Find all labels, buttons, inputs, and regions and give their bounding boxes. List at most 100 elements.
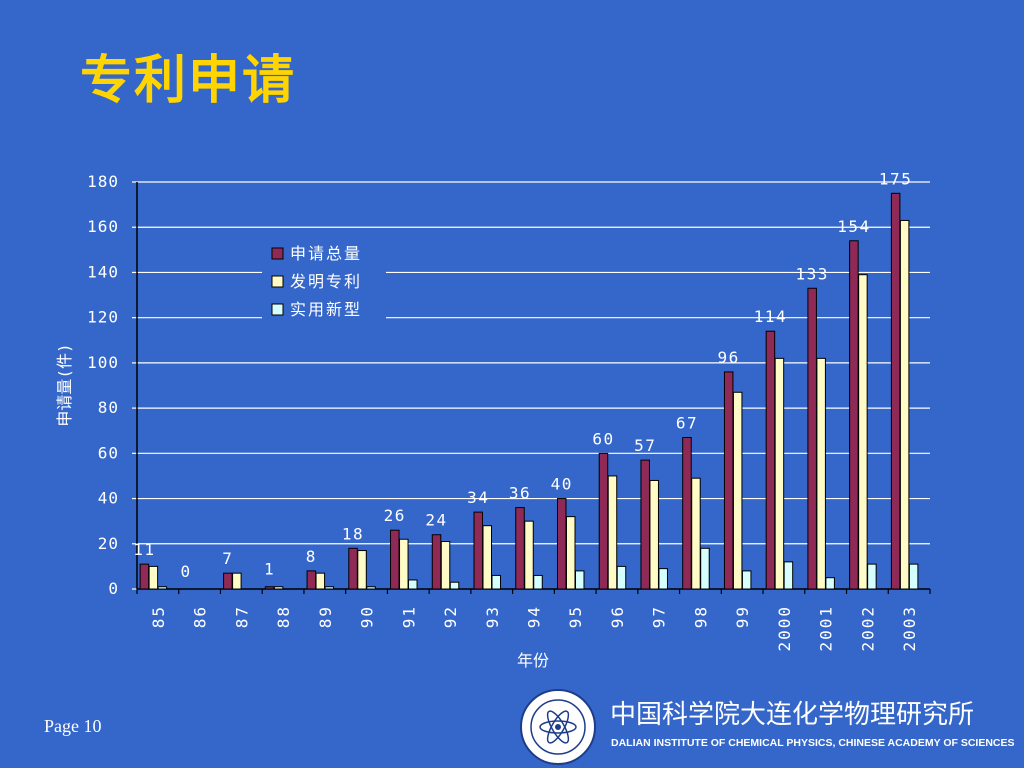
bar-invention — [273, 586, 284, 590]
bar-utility — [366, 586, 376, 590]
slide-title: 专利申请 — [80, 51, 297, 111]
x-tick-label: 88 — [274, 605, 293, 628]
bar-utility — [616, 565, 627, 590]
data-label: 24 — [425, 511, 447, 530]
x-tick-label: 91 — [399, 605, 418, 628]
chart-gridlines — [137, 181, 930, 545]
bar-utility — [700, 547, 710, 590]
data-label: 1 — [264, 560, 275, 579]
x-tick-label: 94 — [525, 605, 544, 628]
bar-utility — [825, 577, 835, 590]
x-tick-label: 97 — [650, 605, 669, 628]
page-number: Page 10 — [44, 716, 102, 736]
y-tick-label: 80 — [98, 398, 119, 417]
legend-swatch — [271, 275, 284, 288]
bar-utility — [783, 561, 794, 590]
data-label: 34 — [467, 488, 489, 507]
dicp-seal-logo-icon — [520, 689, 596, 765]
institute-name-english: DALIAN INSTITUTE OF CHEMICAL PHYSICS, CH… — [611, 737, 1015, 749]
legend-label: 发明专利 — [290, 272, 362, 291]
bar-total — [348, 547, 358, 590]
x-axis-title: 年份 — [517, 651, 549, 670]
y-tick-label: 120 — [87, 308, 119, 327]
bar-utility — [574, 570, 585, 590]
data-label: 26 — [384, 506, 406, 525]
y-tick-label: 160 — [87, 217, 119, 236]
bar-invention — [858, 274, 868, 590]
bar-invention — [899, 219, 910, 590]
data-label: 154 — [837, 217, 870, 236]
x-tick-label: 85 — [149, 605, 168, 628]
x-tick-label: 96 — [608, 605, 627, 628]
legend-label: 实用新型 — [290, 300, 362, 319]
bar-total — [556, 498, 567, 590]
bar-invention — [524, 520, 534, 590]
chart-bars — [139, 192, 919, 590]
x-tick-label: 95 — [566, 605, 585, 628]
bar-invention — [440, 541, 451, 590]
bar-total — [890, 192, 901, 590]
bar-invention — [482, 525, 493, 590]
bar-total — [849, 240, 859, 590]
x-tick-label: 92 — [441, 605, 460, 628]
data-label: 40 — [551, 475, 573, 494]
x-tick-label: 99 — [733, 605, 752, 628]
bar-invention — [649, 479, 659, 590]
bar-utility — [741, 570, 752, 590]
x-tick-label: 87 — [232, 605, 251, 628]
bar-total — [139, 563, 150, 590]
data-label: 57 — [634, 436, 656, 455]
data-label: 114 — [754, 307, 787, 326]
bar-utility — [908, 563, 919, 590]
bar-total — [223, 572, 233, 590]
bar-total — [390, 529, 400, 590]
data-label: 96 — [718, 348, 740, 367]
bar-invention — [148, 565, 159, 590]
bar-total — [807, 287, 817, 590]
x-tick-label: 2002 — [858, 605, 877, 652]
y-tick-label: 60 — [98, 443, 119, 462]
bar-invention — [565, 516, 576, 590]
data-label: 7 — [222, 549, 233, 568]
data-label: 175 — [879, 169, 912, 188]
bar-total — [431, 534, 442, 590]
bar-invention — [774, 357, 785, 590]
bar-total — [515, 507, 525, 590]
y-tick-label: 180 — [87, 172, 119, 191]
y-tick-label: 100 — [87, 353, 119, 372]
bar-total — [723, 371, 734, 590]
bar-invention — [315, 572, 326, 590]
y-tick-label: 0 — [108, 579, 119, 598]
bar-total — [306, 570, 317, 590]
data-label: 0 — [181, 562, 192, 581]
data-label: 11 — [133, 540, 155, 559]
x-tick-label: 98 — [691, 605, 710, 628]
data-label: 133 — [795, 264, 828, 283]
x-tick-label: 90 — [358, 605, 377, 628]
institute-name-chinese: 中国科学院大连化学物理研究所 — [610, 700, 975, 730]
bar-utility — [449, 581, 460, 590]
y-tick-label: 140 — [87, 262, 119, 281]
bar-utility — [408, 579, 418, 590]
x-tick-label: 86 — [191, 605, 210, 628]
x-tick-label: 89 — [316, 605, 335, 628]
bar-invention — [816, 357, 826, 590]
y-tick-label: 40 — [98, 489, 119, 508]
bar-total — [264, 586, 275, 590]
legend-label: 申请总量 — [290, 244, 362, 263]
bar-invention — [399, 538, 409, 590]
y-axis-title: 申请量(件) — [55, 343, 74, 426]
x-tick-label: 2001 — [817, 605, 836, 652]
bar-total — [640, 459, 650, 590]
bar-utility — [658, 568, 668, 590]
data-label: 60 — [592, 429, 614, 448]
bar-total — [598, 452, 609, 590]
legend-swatch — [271, 247, 284, 260]
x-tick-label: 93 — [483, 605, 502, 628]
bar-utility — [533, 574, 543, 590]
legend-swatch — [271, 303, 284, 316]
bar-utility — [867, 563, 877, 590]
bar-utility — [157, 586, 168, 590]
